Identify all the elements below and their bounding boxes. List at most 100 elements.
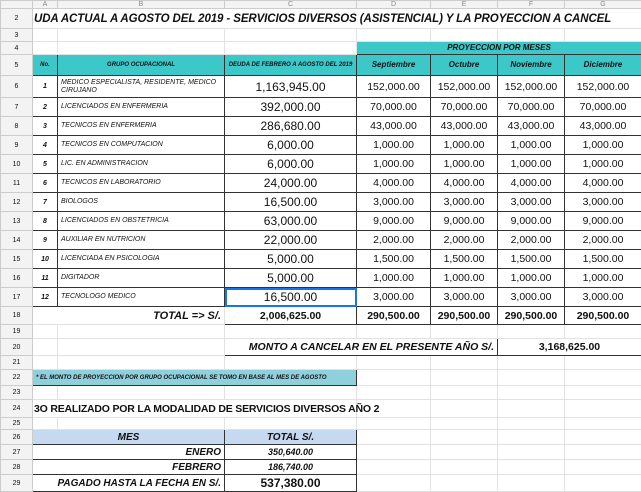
row-grupo[interactable]: LICENCIADA EN PSICOLOGIA: [58, 250, 225, 269]
row-month-value[interactable]: 152,000.00: [565, 76, 641, 98]
row-header[interactable]: 13: [1, 212, 33, 231]
subtitle[interactable]: 3O REALIZADO POR LA MODALIDAD DE SERVICI…: [33, 400, 357, 418]
row-deuda[interactable]: 6,000.00: [225, 155, 357, 174]
header-no[interactable]: No.: [33, 55, 58, 76]
header-deuda[interactable]: DEUDA DE FEBRERO A AGOSTO DEL 2019: [225, 55, 357, 76]
row-header[interactable]: 5: [1, 55, 33, 76]
total-month[interactable]: 290,500.00: [498, 307, 565, 325]
row-month-value[interactable]: 2,000.00: [431, 231, 498, 250]
row-no[interactable]: 7: [33, 193, 58, 212]
total-label[interactable]: TOTAL => S/.: [33, 307, 225, 325]
header-month[interactable]: Septiembre: [357, 55, 431, 76]
column-header[interactable]: E: [431, 1, 498, 9]
row-deuda[interactable]: 6,000.00: [225, 136, 357, 155]
row-no[interactable]: 5: [33, 155, 58, 174]
row-header[interactable]: 4: [1, 42, 33, 55]
row-grupo[interactable]: DIGITADOR: [58, 269, 225, 288]
row-grupo[interactable]: LICENCIADOS EN ENFERMERIA: [58, 98, 225, 117]
row-month-value[interactable]: 3,000.00: [431, 288, 498, 307]
header-mes[interactable]: MES: [33, 430, 225, 445]
row-month-value[interactable]: 3,000.00: [565, 193, 641, 212]
total-month[interactable]: 290,500.00: [565, 307, 641, 325]
row-no[interactable]: 1: [33, 76, 58, 98]
row-month-value[interactable]: 70,000.00: [498, 98, 565, 117]
row-month-value[interactable]: 4,000.00: [565, 174, 641, 193]
row-month-value[interactable]: 1,000.00: [498, 155, 565, 174]
row-no[interactable]: 4: [33, 136, 58, 155]
sheet-title[interactable]: UDA ACTUAL A AGOSTO DEL 2019 - SERVICIOS…: [33, 9, 641, 29]
row-month-value[interactable]: 3,000.00: [565, 288, 641, 307]
row-month-value[interactable]: 1,000.00: [357, 269, 431, 288]
row-month-value[interactable]: 43,000.00: [431, 117, 498, 136]
row-no[interactable]: 2: [33, 98, 58, 117]
row-header[interactable]: 3: [1, 29, 33, 42]
row-deuda[interactable]: 5,000.00: [225, 269, 357, 288]
row-month-value[interactable]: 3,000.00: [498, 193, 565, 212]
row-month-value[interactable]: 2,000.00: [498, 231, 565, 250]
row-month-value[interactable]: 2,000.00: [357, 231, 431, 250]
row-month-value[interactable]: 70,000.00: [357, 98, 431, 117]
row-month-value[interactable]: 3,000.00: [431, 193, 498, 212]
row-header[interactable]: 2: [1, 9, 33, 29]
row-header[interactable]: 17: [1, 288, 33, 307]
row-month-value[interactable]: 4,000.00: [431, 174, 498, 193]
row-month-value[interactable]: 1,000.00: [498, 269, 565, 288]
row-deuda[interactable]: 286,680.00: [225, 117, 357, 136]
row-header[interactable]: 15: [1, 250, 33, 269]
row-month-value[interactable]: 70,000.00: [565, 98, 641, 117]
total-deuda[interactable]: 2,006,625.00: [225, 307, 357, 325]
row-grupo[interactable]: TECNICOS EN COMPUTACION: [58, 136, 225, 155]
header-total[interactable]: TOTAL S/.: [225, 430, 357, 445]
row-deuda[interactable]: 1,163,945.00: [225, 76, 357, 98]
row-deuda[interactable]: 16,500.00: [225, 193, 357, 212]
column-header[interactable]: A: [33, 1, 58, 9]
note[interactable]: * EL MONTO DE PROYECCION POR GRUPO OCUPA…: [33, 370, 357, 386]
row-month-value[interactable]: 152,000.00: [431, 76, 498, 98]
row-no[interactable]: 12: [33, 288, 58, 307]
row-header[interactable]: 11: [1, 174, 33, 193]
row-no[interactable]: 6: [33, 174, 58, 193]
row-header[interactable]: 19: [1, 325, 33, 339]
monto-label[interactable]: MONTO A CANCELAR EN EL PRESENTE AÑO S/.: [225, 339, 498, 356]
row-grupo[interactable]: LICENCIADOS EN OBSTETRICIA: [58, 212, 225, 231]
row-deuda[interactable]: 63,000.00: [225, 212, 357, 231]
row-month-value[interactable]: 1,000.00: [431, 269, 498, 288]
row-month-value[interactable]: 43,000.00: [565, 117, 641, 136]
pago-total[interactable]: 186,740.00: [225, 460, 357, 475]
header-month[interactable]: Noviembre: [498, 55, 565, 76]
row-header[interactable]: 10: [1, 155, 33, 174]
row-header[interactable]: 20: [1, 339, 33, 356]
row-header[interactable]: 28: [1, 460, 33, 475]
row-header[interactable]: 21: [1, 356, 33, 370]
row-header[interactable]: 16: [1, 269, 33, 288]
column-header[interactable]: G: [565, 1, 641, 9]
header-month[interactable]: Octubre: [431, 55, 498, 76]
pago-mes[interactable]: ENERO: [33, 445, 225, 460]
row-deuda[interactable]: 24,000.00: [225, 174, 357, 193]
row-month-value[interactable]: 1,500.00: [498, 250, 565, 269]
header-month[interactable]: Diciembre: [565, 55, 641, 76]
row-no[interactable]: 10: [33, 250, 58, 269]
row-month-value[interactable]: 1,000.00: [565, 269, 641, 288]
row-month-value[interactable]: 1,000.00: [431, 136, 498, 155]
row-deuda[interactable]: 5,000.00: [225, 250, 357, 269]
pago-mes[interactable]: FEBRERO: [33, 460, 225, 475]
row-month-value[interactable]: 152,000.00: [498, 76, 565, 98]
row-header[interactable]: 25: [1, 418, 33, 430]
row-no[interactable]: 8: [33, 212, 58, 231]
row-month-value[interactable]: 3,000.00: [498, 288, 565, 307]
row-month-value[interactable]: 1,000.00: [498, 136, 565, 155]
row-header[interactable]: 8: [1, 117, 33, 136]
row-header[interactable]: 24: [1, 400, 33, 418]
column-header[interactable]: F: [498, 1, 565, 9]
row-month-value[interactable]: 1,000.00: [357, 136, 431, 155]
row-deuda[interactable]: 392,000.00: [225, 98, 357, 117]
row-month-value[interactable]: 43,000.00: [357, 117, 431, 136]
row-month-value[interactable]: 1,500.00: [357, 250, 431, 269]
total-month[interactable]: 290,500.00: [357, 307, 431, 325]
row-header[interactable]: 14: [1, 231, 33, 250]
row-month-value[interactable]: 1,000.00: [431, 155, 498, 174]
row-grupo[interactable]: TECNOLOGO MEDICO: [58, 288, 225, 307]
row-grupo[interactable]: MEDICO ESPECIALISTA, RESIDENTE, MEDICO C…: [58, 76, 225, 98]
column-header[interactable]: D: [357, 1, 431, 9]
